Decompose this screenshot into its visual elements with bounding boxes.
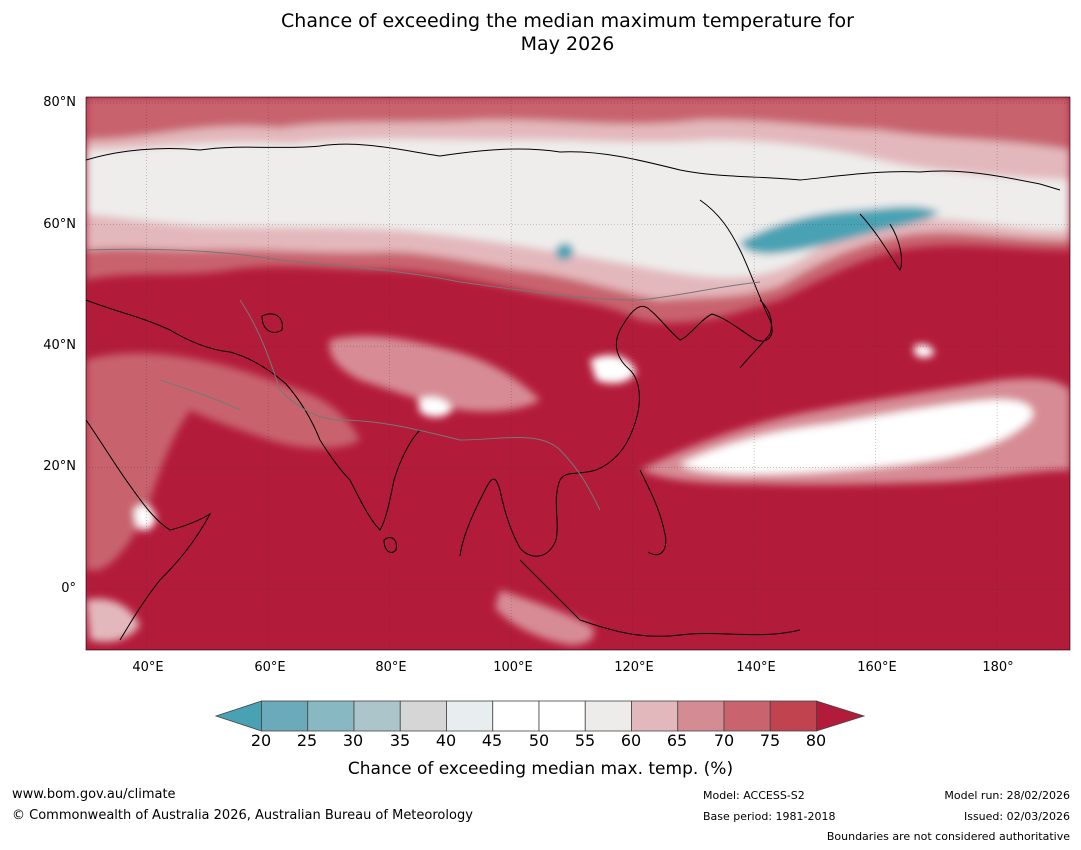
model-run-date: Model run: 28/02/2026 — [944, 789, 1070, 802]
colorbar-segment — [631, 700, 679, 732]
colorbar-tick-70: 70 — [713, 731, 735, 750]
colorbar-segment — [584, 700, 632, 732]
colorbar-segment — [769, 700, 817, 732]
colorbar-segment — [307, 700, 355, 732]
lon-label-80e: 80°E — [375, 660, 407, 675]
lon-label-120e: 120°E — [614, 660, 654, 675]
colorbar-tick-60: 60 — [620, 731, 642, 750]
model-name: Model: ACCESS-S2 — [703, 789, 805, 802]
coastlines — [86, 143, 1061, 641]
lon-label-40e: 40°E — [132, 660, 164, 675]
colorbar-segment — [446, 700, 494, 732]
map-title: Chance of exceeding the median maximum t… — [0, 10, 1081, 56]
pacific-white-patch — [914, 344, 934, 358]
tibet-white-patch — [418, 397, 452, 417]
colorbar-segment — [492, 700, 540, 732]
lon-label-100e: 100°E — [493, 660, 533, 675]
colorbar-segment — [261, 700, 309, 732]
lon-label-180: 180° — [982, 660, 1014, 675]
colorbar-tick-20: 20 — [250, 731, 272, 750]
colorbar — [214, 700, 866, 732]
lat-label-20n: 20°N — [43, 459, 76, 474]
base-period: Base period: 1981-2018 — [703, 810, 836, 823]
lat-label-40n: 40°N — [43, 338, 76, 353]
colorbar-tick-25: 25 — [296, 731, 318, 750]
map-field — [86, 97, 1070, 650]
colorbar-tick-65: 65 — [666, 731, 688, 750]
colorbar-tick-80: 80 — [805, 731, 827, 750]
copyright-text: © Commonwealth of Australia 2026, Austra… — [12, 808, 473, 823]
low-probability-patch — [740, 206, 940, 254]
lon-label-160e: 160°E — [857, 660, 897, 675]
colorbar-tick-30: 30 — [342, 731, 364, 750]
colorbar-segment — [677, 700, 725, 732]
colorbar-tick-75: 75 — [759, 731, 781, 750]
map-title-line2: May 2026 — [520, 33, 615, 55]
lat-label-0: 0° — [61, 581, 76, 596]
colorbar-tick-50: 50 — [528, 731, 550, 750]
colorbar-tick-55: 55 — [574, 731, 596, 750]
colorbar-segment — [399, 700, 447, 732]
boundary-disclaimer: Boundaries are not considered authoritat… — [826, 830, 1070, 843]
issued-date: Issued: 02/03/2026 — [963, 810, 1070, 823]
middle-east-pink-area — [86, 353, 360, 570]
central-asia-pink-area — [329, 335, 540, 412]
indian-ocean-pink-patch — [86, 598, 140, 642]
colorbar-title: Chance of exceeding median max. temp. (%… — [347, 759, 734, 779]
africa-white-patch — [134, 505, 156, 531]
map-frame — [85, 96, 1071, 651]
colorbar-segment — [353, 700, 401, 732]
lon-label-140e: 140°E — [736, 660, 776, 675]
lat-label-80n: 80°N — [43, 95, 76, 110]
map-title-line1: Chance of exceeding the median maximum t… — [281, 10, 854, 32]
east-asia-white-patch — [590, 355, 636, 384]
colorbar-segment — [723, 700, 771, 732]
colorbar-extend-low — [214, 700, 262, 732]
pacific-white-band — [680, 399, 1033, 474]
lon-label-60e: 60°E — [254, 660, 286, 675]
colorbar-tick-35: 35 — [389, 731, 411, 750]
south-east-asia-pink-area — [495, 590, 594, 645]
colorbar-extend-high — [816, 700, 866, 732]
colorbar-tick-45: 45 — [481, 731, 503, 750]
website-link[interactable]: www.bom.gov.au/climate — [12, 787, 176, 802]
lat-label-60n: 60°N — [43, 217, 76, 232]
colorbar-tick-40: 40 — [435, 731, 457, 750]
low-probability-patch-west — [556, 243, 574, 261]
political-boundaries — [86, 248, 761, 511]
colorbar-segment — [538, 700, 586, 732]
